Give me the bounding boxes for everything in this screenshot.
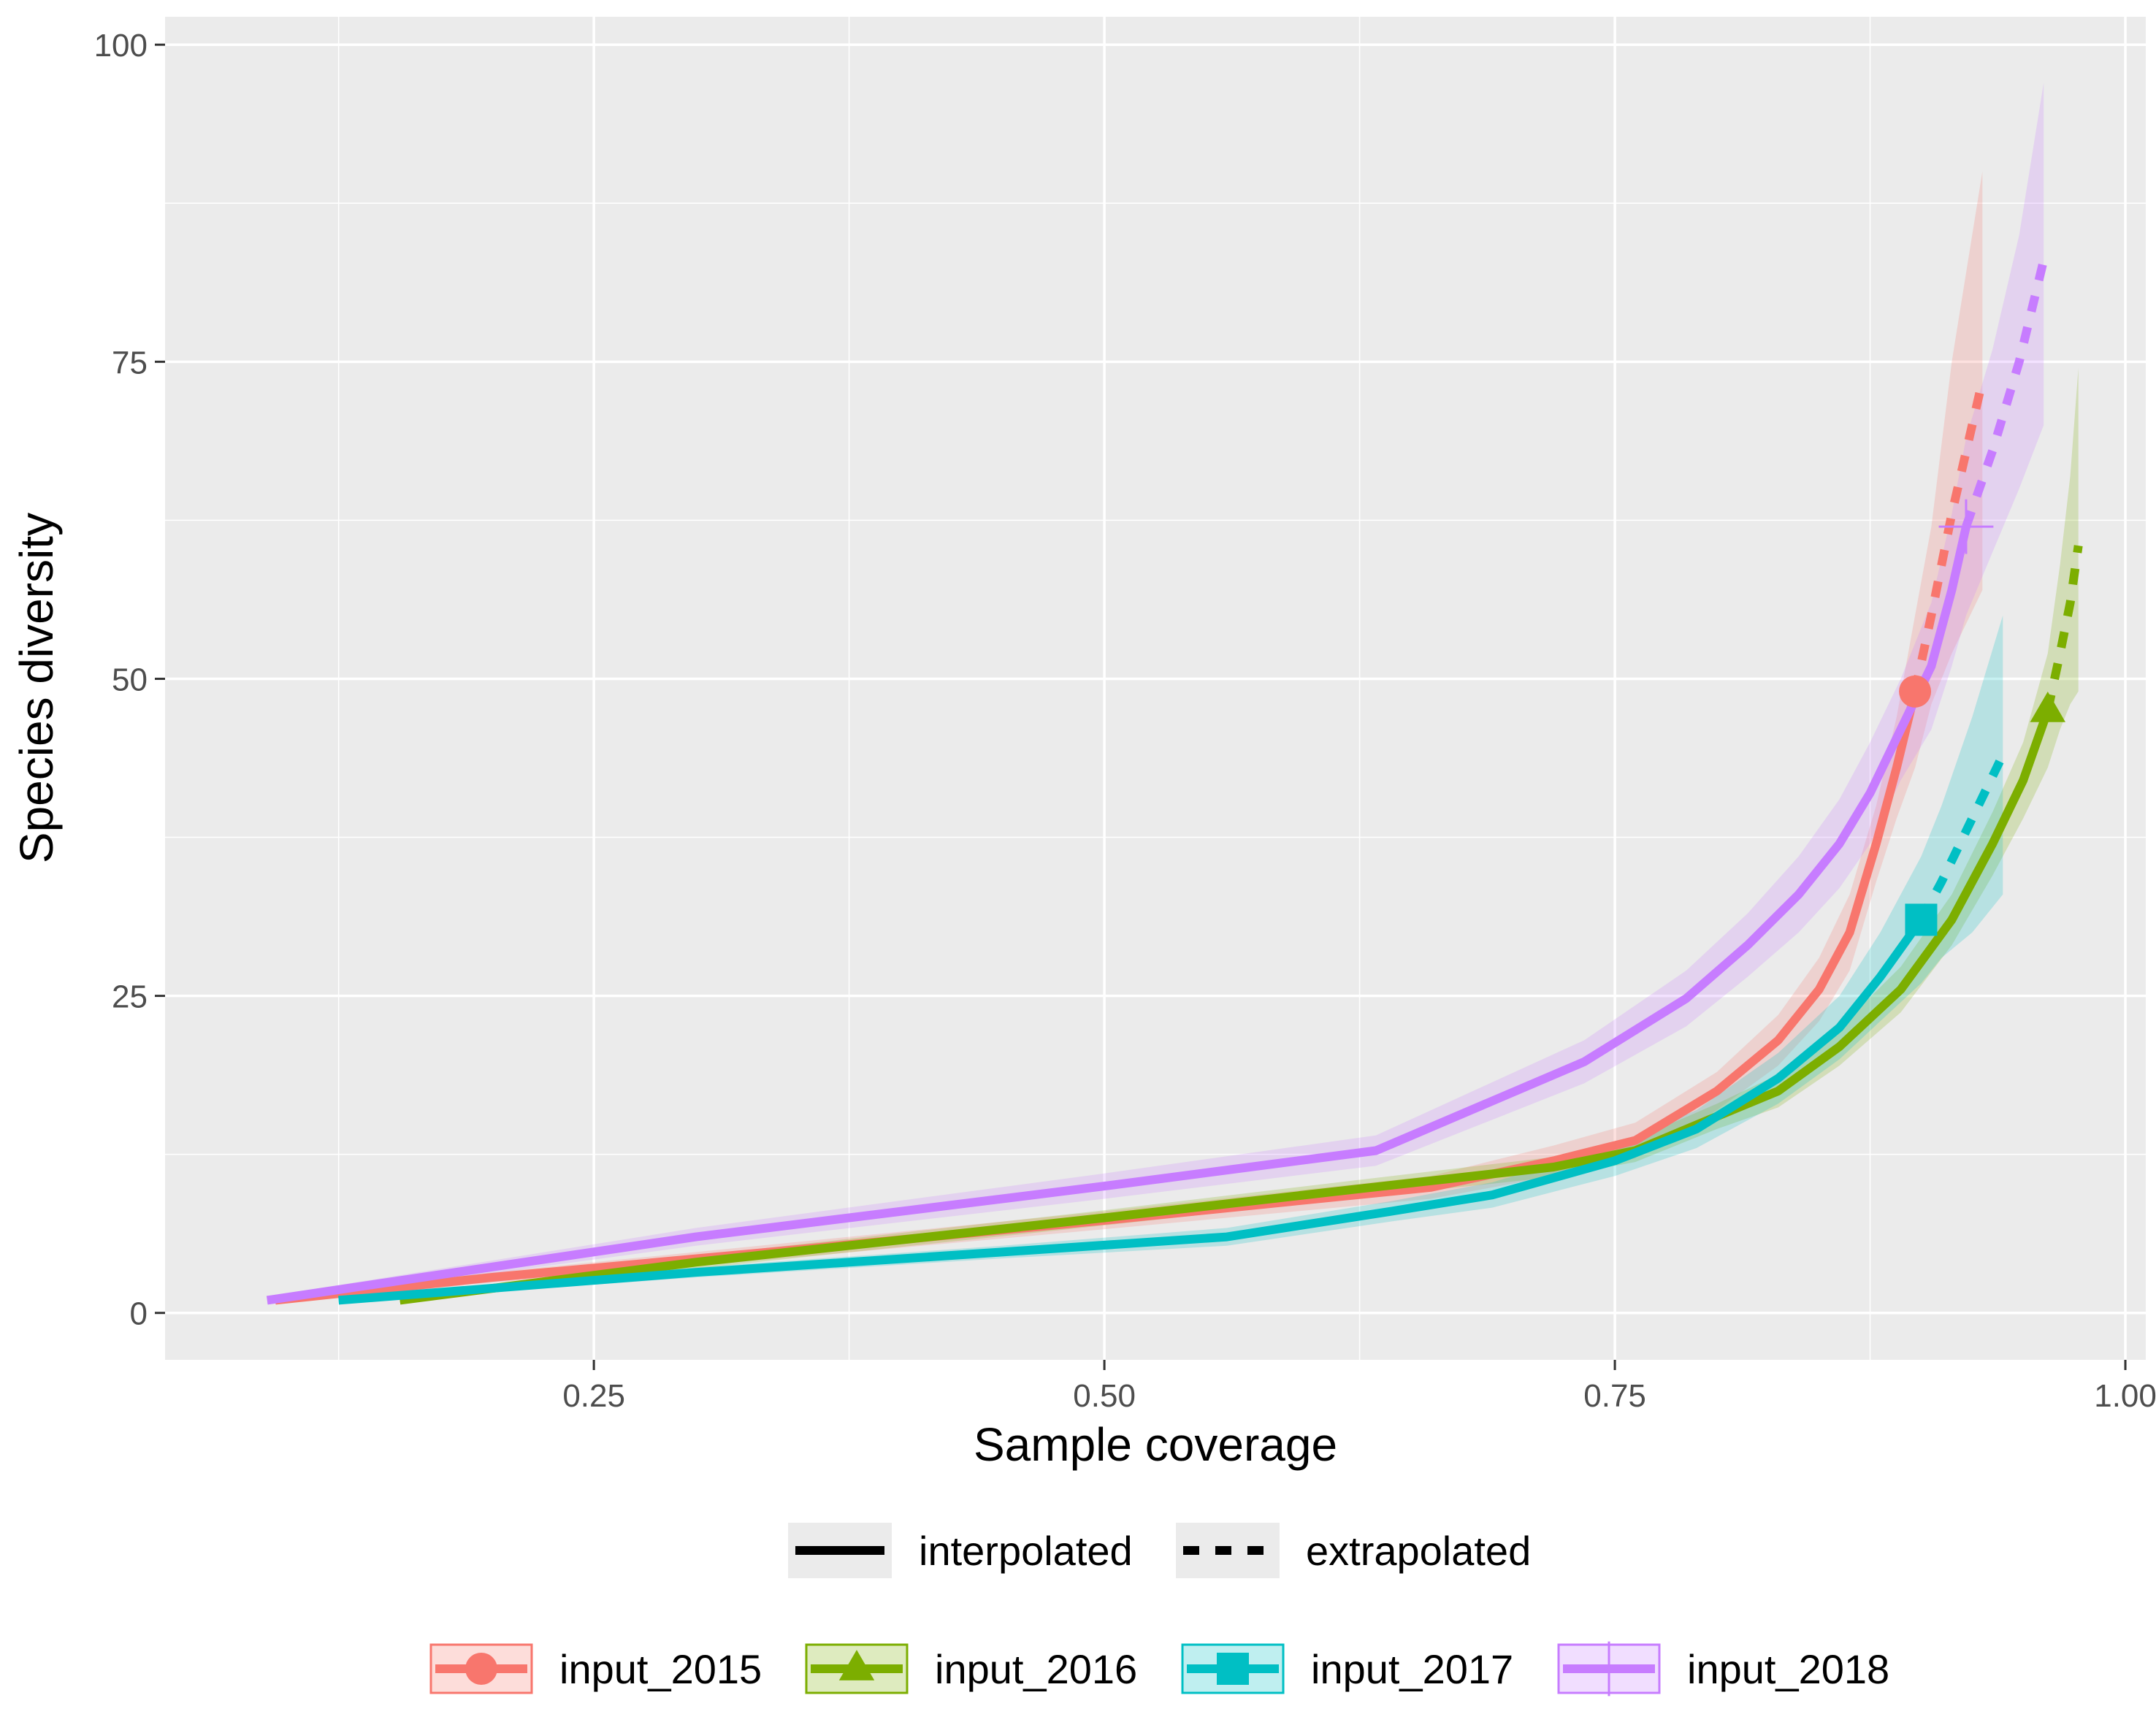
observed-marker-input_2016 (2030, 691, 2065, 722)
x-tick-label: 0.50 (1073, 1378, 1136, 1414)
series-key-marker-input_2015 (465, 1653, 497, 1685)
line-interpolated-input_2017 (338, 917, 1925, 1305)
observed-marker-input_2015 (1899, 675, 1932, 708)
observed-marker-input_2018 (1938, 499, 1994, 554)
series-legend: input_2015 input_2016 input_2017 input_2018 (429, 1641, 1889, 1697)
series-legend-label: input_2018 (1687, 1646, 1889, 1692)
line-extrapolated-input_2015 (1911, 380, 1987, 693)
line-extrapolated-input_2016 (2043, 545, 2083, 712)
y-axis-title: Species diversity (10, 513, 63, 863)
series-lines (266, 259, 2083, 1305)
x-tick-label: 0.75 (1583, 1378, 1646, 1414)
x-axis-title: Sample coverage (974, 1418, 1337, 1471)
linetype-legend-label: extrapolated (1306, 1528, 1531, 1574)
observed-markers (1899, 499, 2065, 936)
line-extrapolated-input_2017 (1917, 753, 2007, 922)
series-key-marker-input_2016 (838, 1650, 875, 1680)
line-extrapolated-input_2018 (1962, 259, 2049, 529)
observed-marker-input_2017 (1905, 903, 1938, 936)
x-tick-label: 0.25 (562, 1378, 625, 1414)
y-tick-label: 50 (112, 662, 148, 697)
x-tick-label: 1.00 (2094, 1378, 2156, 1414)
series-legend-label: input_2017 (1311, 1646, 1513, 1692)
series-key-marker-input_2018 (1581, 1641, 1637, 1697)
linetype-legend-label: interpolated (919, 1528, 1133, 1574)
line-interpolated-input_2018 (266, 525, 1970, 1305)
y-tick-label: 100 (94, 28, 148, 64)
y-tick-label: 25 (112, 979, 148, 1015)
line-interpolated-input_2016 (399, 708, 2052, 1305)
linetype-legend: interpolated extrapolated (788, 1523, 1531, 1578)
axes: 0.25 0.50 0.75 1.00 0 25 50 75 100 (94, 28, 2156, 1414)
series-legend-label: input_2016 (935, 1646, 1137, 1692)
series-key-marker-input_2017 (1217, 1653, 1249, 1685)
plot-panel (165, 17, 2146, 1360)
y-tick-label: 0 (130, 1296, 148, 1332)
series-legend-label: input_2015 (559, 1646, 762, 1692)
y-tick-label: 75 (112, 345, 148, 380)
